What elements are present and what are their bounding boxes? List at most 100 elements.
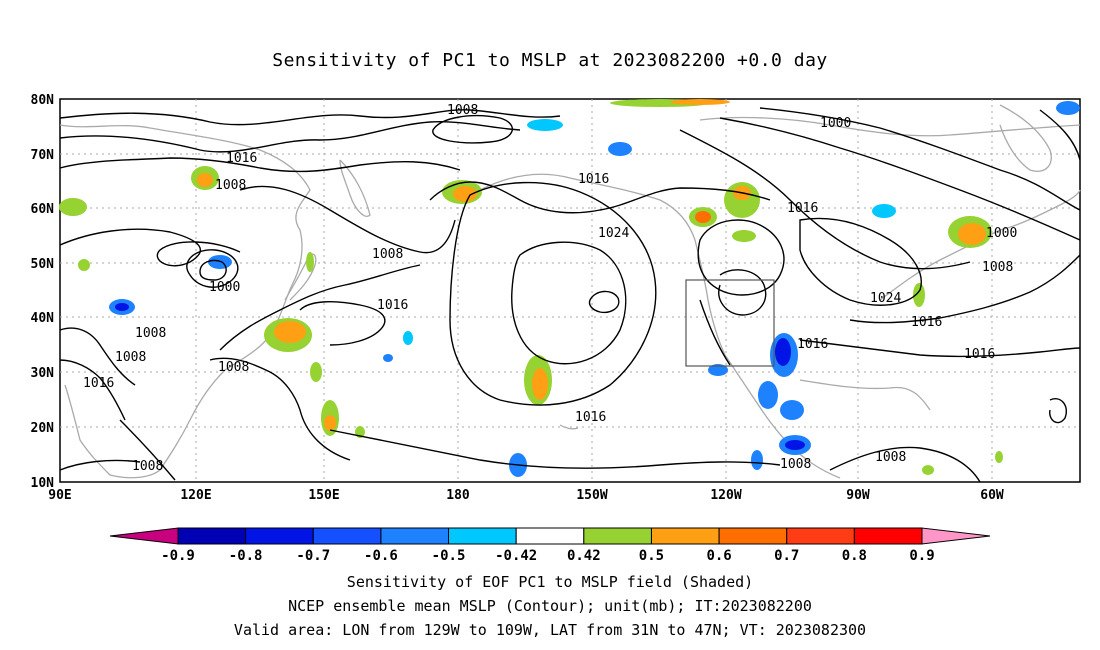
- contour-label: 1000: [986, 226, 1017, 241]
- shade-negative: [115, 303, 129, 311]
- longitude-labels: 90E 120E 150E 180 150W 120W 90W 60W: [48, 488, 1004, 503]
- colorbar-tick-label: 0.6: [706, 548, 731, 564]
- lon-label: 90W: [846, 488, 870, 503]
- shade-positive: [453, 186, 477, 202]
- colorbar-segment: [718, 527, 788, 545]
- isobar: [719, 117, 1081, 241]
- lon-label: 150W: [576, 488, 607, 503]
- lon-label: 60W: [980, 488, 1004, 503]
- colorbar-segment: [853, 527, 923, 545]
- colorbar-segment: [583, 527, 652, 545]
- colorbar-segment: [786, 527, 855, 545]
- isobar: [329, 429, 781, 469]
- isobar: [1039, 109, 1081, 161]
- lat-label: 60N: [31, 202, 55, 217]
- contour-label: 1016: [911, 315, 942, 330]
- contour-label: 1008: [218, 360, 249, 375]
- coastline-kamchatka: [339, 159, 371, 217]
- lon-label: 180: [446, 488, 470, 503]
- isobar: [849, 254, 1081, 324]
- lat-label: 70N: [31, 148, 55, 163]
- contour-label: 1000: [820, 116, 851, 131]
- colorbar-tick-label: -0.7: [296, 548, 330, 564]
- gridlines: [60, 99, 1080, 482]
- contour-label: 1008: [372, 247, 403, 262]
- contour-label: 1000: [209, 280, 240, 295]
- caption-contour: NCEP ensemble mean MSLP (Contour); unit(…: [288, 597, 812, 615]
- isobar: [679, 129, 971, 270]
- isobar: [239, 185, 456, 254]
- coastline-hawaii: [559, 424, 579, 430]
- colorbar: -0.9 -0.8 -0.7 -0.6 -0.5 -0.42 0.42 0.5 0.6 0.7 0.…: [109, 527, 991, 564]
- coastline-gulf: [799, 379, 931, 411]
- isobar-low: [432, 115, 513, 144]
- lat-label: 40N: [31, 311, 55, 326]
- isobar: [59, 327, 136, 386]
- lat-label: 30N: [31, 366, 55, 381]
- colorbar-tick-label: -0.42: [495, 548, 537, 564]
- isobar: [209, 357, 351, 461]
- shade-positive: [59, 198, 87, 216]
- lat-label: 50N: [31, 257, 55, 272]
- isobar: [59, 359, 126, 421]
- shade-positive: [995, 451, 1003, 463]
- isobar: [59, 120, 521, 153]
- lon-label: 120W: [710, 488, 741, 503]
- contour-label: 1016: [226, 151, 257, 166]
- colorbar-tick-label: 0.9: [909, 548, 934, 564]
- isobar: [299, 301, 386, 346]
- colorbar-segment: [515, 527, 585, 545]
- isobar: [59, 459, 141, 471]
- caption-valid-area: Valid area: LON from 129W to 109W, LAT f…: [233, 621, 867, 639]
- shade-negative: [403, 331, 413, 345]
- shade-positive: [274, 321, 306, 343]
- isobar: [697, 219, 785, 296]
- contour-label: 1008: [982, 260, 1013, 275]
- contour-label: 1008: [447, 103, 478, 118]
- shade-negative: [785, 440, 805, 450]
- valid-area-box: [685, 279, 775, 367]
- colorbar-segment: [177, 527, 247, 545]
- isobar-contours: [59, 107, 1081, 483]
- contour-label: 1016: [83, 376, 114, 391]
- shade-positive: [695, 211, 711, 223]
- shade-negative: [758, 381, 778, 409]
- shade-positive: [306, 252, 314, 272]
- lon-label: 120E: [180, 488, 211, 503]
- shade-negative: [383, 354, 393, 362]
- isobar-high: [588, 290, 620, 314]
- isobar: [429, 181, 771, 214]
- isobar-low: [186, 249, 239, 288]
- contour-label: 1016: [787, 201, 818, 216]
- shade-positive: [532, 368, 548, 400]
- contour-label: 1008: [215, 178, 246, 193]
- contour-label: 1016: [575, 410, 606, 425]
- isobar: [59, 228, 241, 267]
- shade-negative: [527, 119, 563, 131]
- shade-negative: [608, 142, 632, 156]
- colorbar-tick-label: -0.8: [229, 548, 263, 564]
- coastline-arctic: [699, 116, 1081, 137]
- shade-positive: [913, 283, 925, 307]
- shade-negative: [708, 364, 728, 376]
- isobar: [119, 419, 176, 481]
- lat-label: 10N: [31, 476, 55, 491]
- colorbar-tick-label: -0.9: [161, 548, 195, 564]
- contour-label: 1008: [115, 350, 146, 365]
- colorbar-tick-label: -0.6: [364, 548, 398, 564]
- shade-positive: [958, 223, 986, 245]
- colorbar-tick-label: 0.42: [567, 548, 601, 564]
- isobar: [219, 264, 421, 351]
- sensitivity-shading: [59, 99, 1080, 477]
- figure-title: Sensitivity of PC1 to MSLP at 2023082200…: [272, 50, 828, 71]
- contour-labels: 1008 1016 1008 1000 1008 1008 1016 1008 …: [83, 103, 1017, 474]
- isobar: [799, 339, 1081, 358]
- colorbar-segment: [380, 527, 450, 545]
- shade-positive: [197, 173, 213, 187]
- isobar: [759, 107, 1081, 211]
- colorbar-tick-label: -0.5: [432, 548, 466, 564]
- shade-negative: [751, 450, 763, 470]
- contour-label: 1016: [578, 172, 609, 187]
- shade-positive: [310, 362, 322, 382]
